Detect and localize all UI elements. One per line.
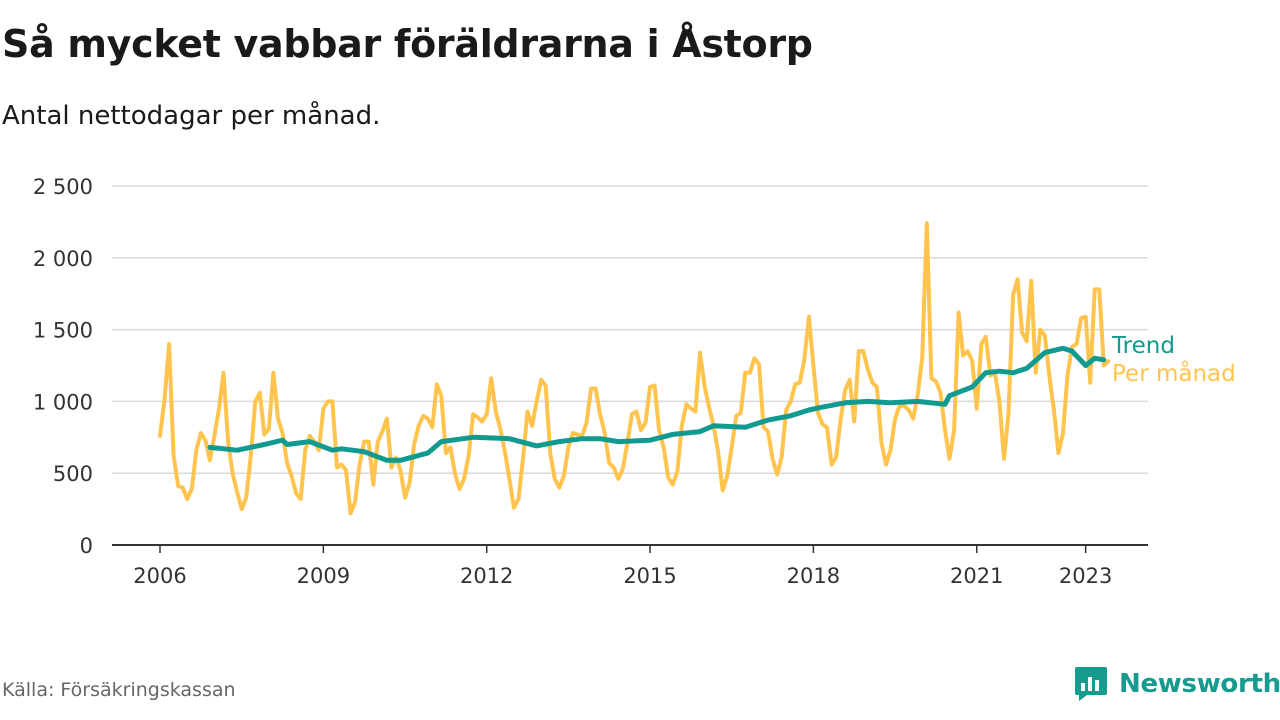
series-line-trend [207,345,1107,463]
x-tick-label: 2012 [460,564,513,588]
x-tick-label: 2009 [297,564,350,588]
y-tick-label: 0 [80,534,93,558]
newsworthy-logo-icon [1075,667,1107,701]
x-tick-label: 2015 [623,564,676,588]
x-tick-label: 2023 [1059,564,1112,588]
chart-subtitle: Antal nettodagar per månad. [2,101,381,131]
y-tick-label: 2 500 [33,175,93,199]
x-tick-label: 2021 [950,564,1003,588]
y-axis-ticks: 0 500 1 000 1 500 2 000 2 500 [33,175,93,558]
legend-label: Trend [1111,333,1175,359]
series-line-per-manad [158,221,1111,516]
brand-logo: Newsworthy [1073,665,1280,703]
x-tick-label: 2018 [787,564,840,588]
x-axis-ticks: 2006 2009 2012 2015 2018 2021 2023 [133,545,1112,588]
chart-title: Så mycket vabbar föräldrarna i Åstorp [2,22,813,66]
legend-label: Per månad [1112,359,1236,387]
brand-name: Newsworthy [1119,669,1280,699]
y-tick-label: 500 [53,462,93,486]
y-tick-label: 1 500 [33,319,93,343]
source-note: Källa: Försäkringskassan [2,679,236,701]
y-tick-label: 1 000 [33,390,93,414]
y-tick-label: 2 000 [33,247,93,271]
x-tick-label: 2006 [133,564,186,588]
series-lines [158,221,1111,516]
